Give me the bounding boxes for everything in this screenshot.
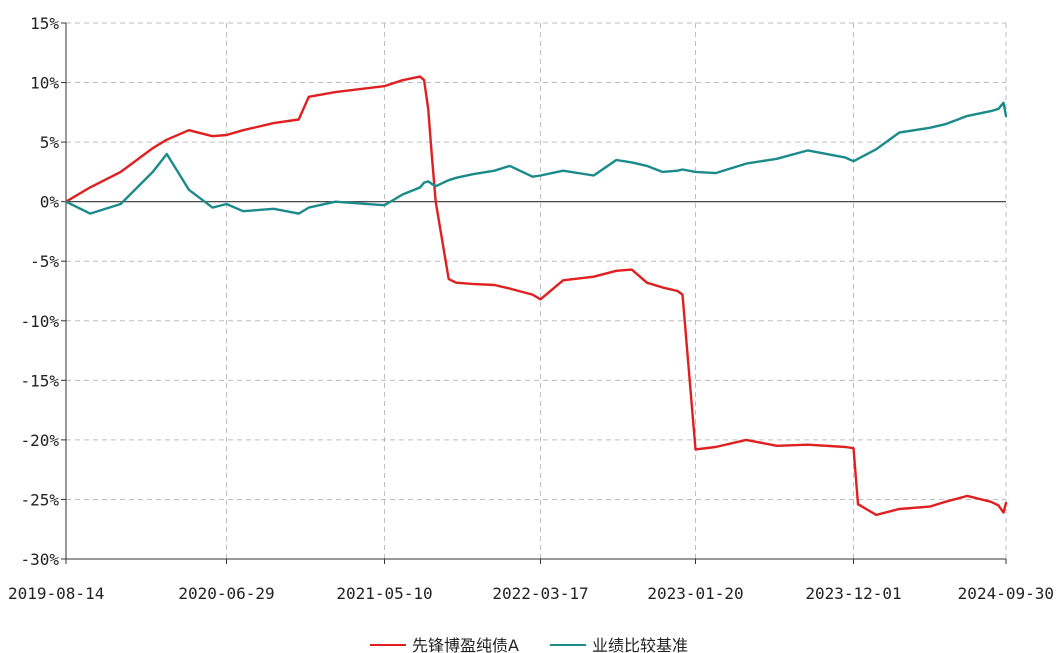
series-line-0 bbox=[64, 75, 1008, 517]
x-tick-label: 2019-08-14 bbox=[8, 584, 104, 603]
y-tick-label: -15% bbox=[20, 371, 59, 390]
x-tick-label: 2020-06-29 bbox=[178, 584, 274, 603]
x-tick-label: 2023-12-01 bbox=[805, 584, 901, 603]
legend-item-series-1[interactable]: 业绩比较基准 bbox=[550, 636, 688, 653]
legend-item-series-0[interactable]: 先锋博盈纯债A bbox=[370, 636, 519, 653]
x-tick-label: 2024-09-30 bbox=[958, 584, 1054, 603]
x-axis-ticks: 2019-08-14 2020-06-29 2021-05-10 2022-03-17… bbox=[8, 559, 1054, 603]
y-tick-label: 0% bbox=[40, 193, 60, 212]
y-tick-label: 5% bbox=[40, 133, 60, 152]
legend: 先锋博盈纯债A 业绩比较基准 bbox=[370, 636, 688, 653]
y-tick-label: -30% bbox=[20, 550, 59, 569]
series-lines bbox=[64, 75, 1008, 517]
legend-label-series-1: 业绩比较基准 bbox=[592, 636, 688, 653]
y-tick-label: -20% bbox=[20, 431, 59, 450]
x-tick-label: 2023-01-20 bbox=[647, 584, 743, 603]
x-tick-label: 2021-05-10 bbox=[336, 584, 432, 603]
series-line-1 bbox=[64, 101, 1008, 215]
y-tick-label: 15% bbox=[30, 14, 59, 33]
grid bbox=[66, 22, 1007, 559]
y-tick-label: -25% bbox=[20, 490, 59, 509]
axes bbox=[65, 23, 1006, 560]
y-tick-label: 10% bbox=[30, 74, 59, 93]
y-tick-label: -5% bbox=[30, 252, 59, 271]
y-tick-label: -10% bbox=[20, 312, 59, 331]
y-axis-ticks: 15% 10% 5% 0% -5% -10% -15% -20% -25% -30% bbox=[20, 14, 66, 569]
x-tick-label: 2022-03-17 bbox=[492, 584, 588, 603]
legend-label-series-0: 先锋博盈纯债A bbox=[412, 636, 519, 653]
